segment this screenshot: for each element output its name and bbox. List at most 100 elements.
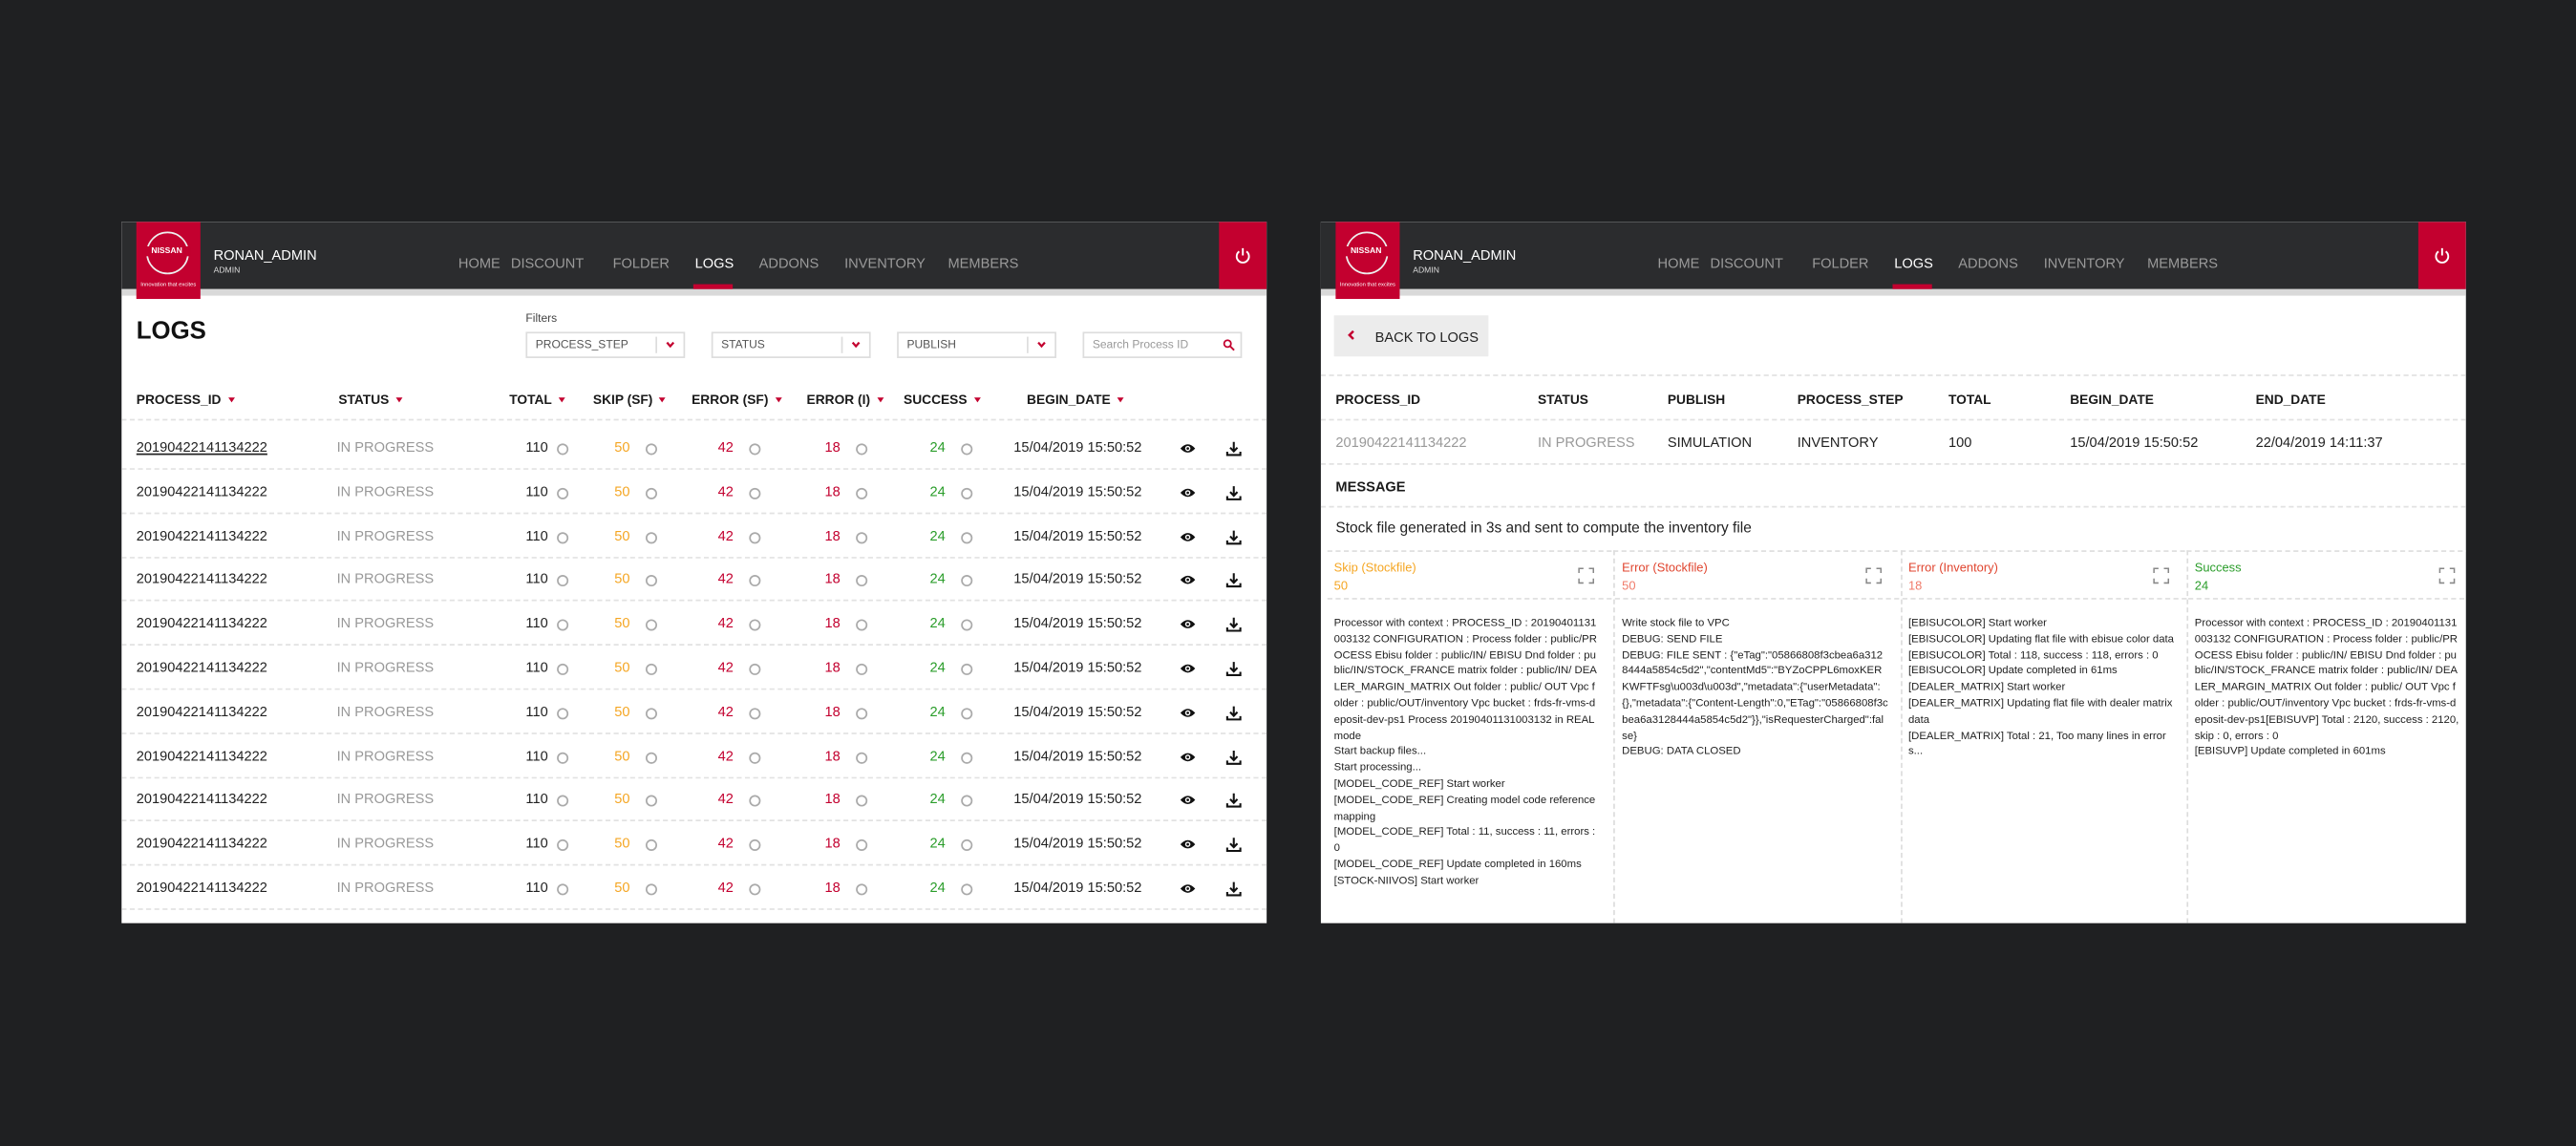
nav-link[interactable]: ADDONS: [1958, 254, 2018, 271]
row-divider: [121, 864, 1267, 866]
download-button[interactable]: [1225, 793, 1242, 809]
column-header[interactable]: ERROR (I): [806, 393, 871, 408]
begin-date: 15/04/2019 15:50:52: [1013, 835, 1142, 852]
download-button[interactable]: [1225, 528, 1242, 544]
nav-link[interactable]: DISCOUNT: [510, 254, 585, 271]
logo-brand: NISSAN: [142, 246, 191, 257]
column-header[interactable]: BEGIN_DATE: [1027, 393, 1111, 408]
log-text: [EBISUCOLOR] Start worker [EBISUCOLOR] Up…: [1908, 616, 2175, 761]
nav-link[interactable]: MEMBERS: [947, 254, 1019, 271]
download-button[interactable]: [1225, 705, 1242, 721]
select-divider: [655, 336, 658, 353]
view-button[interactable]: [1180, 837, 1196, 853]
view-button[interactable]: [1180, 793, 1196, 809]
download-button[interactable]: [1225, 484, 1242, 500]
error-i: 18: [824, 526, 841, 543]
download-button[interactable]: [1225, 660, 1242, 676]
begin-date: 15/04/2019 15:50:52: [1013, 614, 1142, 631]
logout-button[interactable]: [2417, 222, 2466, 289]
filter-select[interactable]: PROCESS_STEP: [525, 331, 686, 358]
log-panel-title: Success: [2194, 560, 2242, 576]
log-line: [STOCK-NIIVOS] Start worker: [1333, 875, 1480, 887]
process-id[interactable]: 20190422141134222: [136, 570, 267, 587]
log-line: DEBUG: FILE SENT : {"eTag":"05866808f3cb…: [1622, 649, 1888, 742]
process-id[interactable]: 20190422141134222: [136, 879, 267, 896]
column-header[interactable]: SKIP (SF): [592, 393, 653, 408]
nav-link[interactable]: FOLDER: [612, 254, 670, 271]
process-id[interactable]: 20190422141134222: [136, 746, 267, 764]
header-divider: [1320, 418, 2466, 421]
process-id[interactable]: 20190422141134222: [136, 702, 267, 720]
view-button[interactable]: [1180, 705, 1196, 721]
nav-link[interactable]: LOGS: [1894, 254, 1933, 271]
view-button[interactable]: [1180, 749, 1196, 765]
user-name: RONAN_ADMIN: [213, 246, 317, 264]
expand-button[interactable]: [2152, 566, 2170, 584]
column-header[interactable]: STATUS: [338, 393, 390, 408]
view-button[interactable]: [1180, 440, 1196, 456]
process-id[interactable]: 20190422141134222: [136, 614, 267, 631]
nav-link[interactable]: LOGS: [694, 254, 734, 271]
info-icon: [961, 883, 973, 896]
download-button[interactable]: [1225, 837, 1242, 853]
skip-sf: 50: [614, 438, 630, 456]
log-line: Processor with context : PROCESS_ID : 20…: [2194, 617, 2459, 742]
nav-link[interactable]: HOME: [1657, 254, 1700, 271]
filter-select[interactable]: STATUS: [711, 331, 871, 358]
download-button[interactable]: [1225, 616, 1242, 632]
row-divider: [1320, 505, 2466, 508]
filter-select[interactable]: PUBLISH: [897, 331, 1056, 358]
error-i: 18: [824, 570, 841, 587]
view-button[interactable]: [1180, 616, 1196, 632]
expand-button[interactable]: [2438, 566, 2456, 584]
error-sf: 42: [717, 570, 734, 587]
download-button[interactable]: [1225, 749, 1242, 765]
view-button[interactable]: [1180, 660, 1196, 676]
info-icon: [961, 663, 973, 675]
process-id[interactable]: 20190422141134222: [136, 658, 267, 675]
log-text: Processor with context : PROCESS_ID : 20…: [2195, 616, 2461, 761]
info-icon: [645, 531, 658, 543]
column-header[interactable]: PROCESS_ID: [136, 393, 222, 408]
process-id[interactable]: 20190422141134222: [136, 835, 267, 852]
nav-link[interactable]: DISCOUNT: [1710, 254, 1783, 271]
search-input[interactable]: Search Process ID: [1082, 331, 1243, 358]
view-button[interactable]: [1180, 572, 1196, 588]
expand-button[interactable]: [1577, 566, 1595, 584]
log-panel: Success 24 Processor with context : PROCES…: [2186, 550, 2466, 923]
process-id[interactable]: 20190422141134222: [136, 438, 267, 456]
process-id[interactable]: 20190422141134222: [136, 791, 267, 808]
column-header[interactable]: TOTAL: [509, 393, 552, 408]
status: IN PROGRESS: [336, 438, 435, 456]
view-button[interactable]: [1180, 881, 1196, 897]
column-header[interactable]: SUCCESS: [904, 393, 968, 408]
logo-tagline: Innovation that excites: [1339, 281, 1395, 288]
nav-link[interactable]: INVENTORY: [2043, 254, 2125, 271]
nav-link[interactable]: HOME: [458, 254, 500, 271]
process-id[interactable]: 20190422141134222: [136, 482, 267, 499]
download-button[interactable]: [1225, 440, 1242, 456]
begin-date: 15/04/2019 15:50:52: [1013, 702, 1142, 720]
process-id[interactable]: 20190422141134222: [136, 526, 267, 543]
expand-button[interactable]: [1865, 566, 1884, 584]
sort-arrow: [877, 397, 884, 403]
log-line: [EBISUCOLOR] Start worker: [1907, 617, 2047, 629]
view-button[interactable]: [1180, 484, 1196, 500]
view-button[interactable]: [1180, 528, 1196, 544]
nav-link[interactable]: FOLDER: [1812, 254, 1869, 271]
logout-button[interactable]: [1219, 222, 1267, 289]
download-button[interactable]: [1225, 572, 1242, 588]
nav-link[interactable]: INVENTORY: [844, 254, 926, 271]
success: 24: [929, 791, 946, 808]
log-line: [EBISUVP] Update completed in 601ms: [2194, 746, 2386, 758]
detail-value: 20190422141134222: [1335, 434, 1467, 451]
log-line: [DEALER_MATRIX] Updating flat file with …: [1907, 697, 2173, 726]
log-panel-separator: [1902, 598, 2186, 600]
column-header[interactable]: ERROR (SF): [692, 393, 769, 408]
back-button[interactable]: BACK TO LOGS: [1333, 315, 1489, 357]
user-role: ADMIN: [213, 265, 241, 276]
nav-link[interactable]: MEMBERS: [2147, 254, 2219, 271]
info-icon: [557, 752, 569, 764]
download-button[interactable]: [1225, 881, 1242, 897]
nav-link[interactable]: ADDONS: [758, 254, 820, 271]
